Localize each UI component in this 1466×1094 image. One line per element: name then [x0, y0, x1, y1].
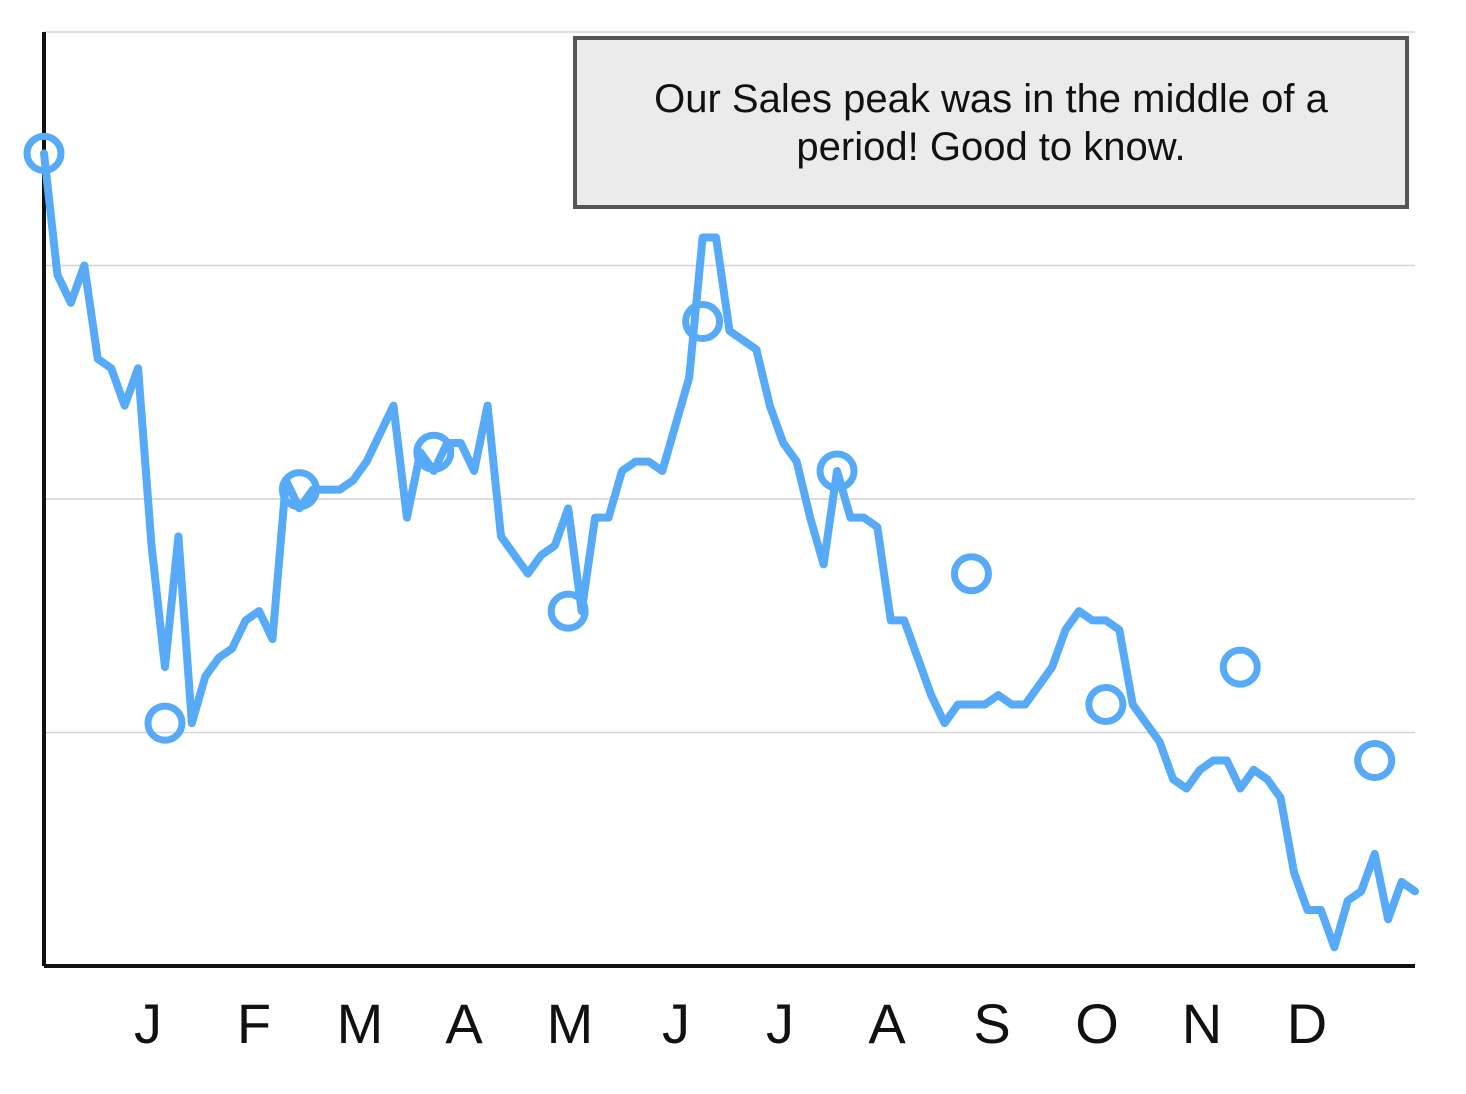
series-point-marker: [682, 301, 724, 343]
x-tick-label: J: [662, 992, 690, 1055]
x-tick-label: J: [134, 992, 162, 1055]
series-point-marker: [1354, 740, 1396, 782]
series-point-marker: [278, 469, 320, 511]
x-tick-label: J: [766, 992, 794, 1055]
x-tick-label: N: [1182, 992, 1222, 1055]
series-point-marker: [1085, 683, 1127, 725]
annotation-box: Our Sales peak was in the middle of a pe…: [573, 36, 1409, 209]
x-tick-label: F: [237, 992, 271, 1055]
x-tick-label: S: [973, 992, 1010, 1055]
series-point-marker: [23, 132, 65, 174]
x-tick-label: M: [547, 992, 594, 1055]
sales-series-line: [40, 149, 1419, 952]
x-tick-label: A: [868, 992, 906, 1055]
series-point-marker: [950, 553, 992, 595]
x-tick-label: D: [1287, 992, 1327, 1055]
x-tick-label: O: [1075, 992, 1119, 1055]
series-point-marker: [816, 450, 858, 492]
annotation-text: Our Sales peak was in the middle of a pe…: [654, 76, 1328, 169]
series-point-marker: [547, 590, 589, 632]
x-tick-label: A: [445, 992, 483, 1055]
series-point-marker: [413, 431, 455, 473]
x-tick-label: M: [337, 992, 384, 1055]
series-point-marker: [1219, 646, 1261, 688]
series-point-marker: [144, 702, 186, 744]
